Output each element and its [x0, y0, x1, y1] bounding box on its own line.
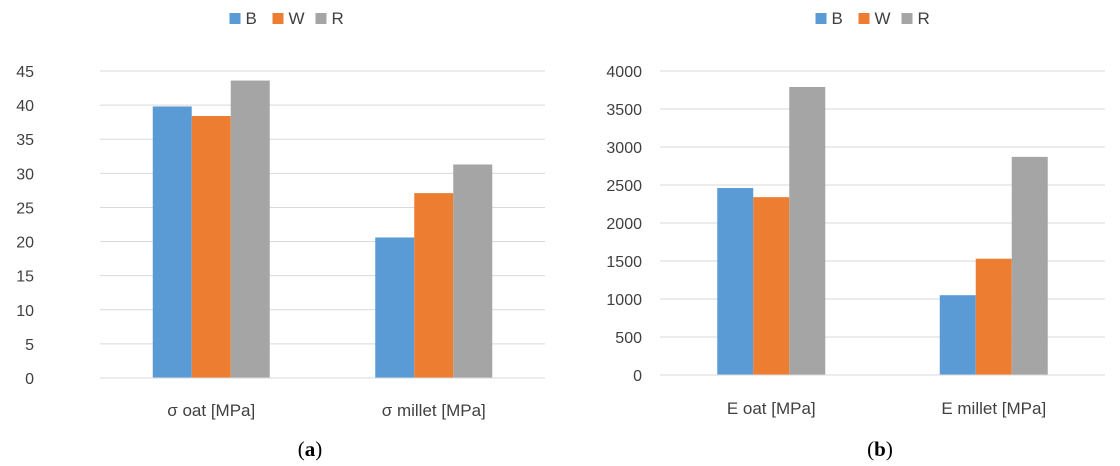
bar-B-1 [939, 295, 976, 375]
category-label: E millet [MPa] [941, 399, 1046, 418]
y-tick-label: 2000 [606, 216, 642, 233]
category-label: σ millet [MPa] [382, 401, 486, 420]
legend-label-B: B [832, 9, 843, 28]
legend-swatch-W [272, 13, 284, 24]
y-tick-label: 40 [16, 98, 34, 115]
y-tick-label: 30 [16, 166, 34, 183]
y-tick-label: 3000 [606, 140, 642, 157]
y-tick-label: 2500 [606, 178, 642, 195]
y-tick-label: 25 [16, 200, 34, 217]
legend-swatch-B [229, 13, 241, 24]
legend-swatch-W [858, 13, 870, 24]
category-label: σ oat [MPa] [167, 401, 255, 420]
y-tick-label: 20 [16, 235, 34, 252]
y-tick-label: 3500 [606, 102, 642, 119]
y-tick-label: 0 [25, 371, 34, 388]
legend-swatch-B [815, 13, 827, 24]
y-tick-label: 0 [633, 368, 642, 385]
legend-label-W: W [875, 9, 891, 28]
bar-R-1 [1011, 156, 1048, 375]
bar-R-0 [230, 80, 270, 378]
y-tick-label: 4000 [606, 64, 642, 81]
chart-a: 0 5 10 15 20 25 30 35 40 45 σ oat [MPa] σ millet [M… [16, 9, 545, 461]
bar-W-1 [975, 258, 1012, 375]
y-tick-label: 1500 [606, 254, 642, 271]
y-tick-label: 15 [16, 269, 34, 286]
chart-b: 0 500 1000 1500 2000 2500 3000 3500 4000 E oat [M… [606, 9, 1105, 461]
bar-R-1 [453, 164, 493, 378]
panel-label: (a) [298, 437, 323, 461]
y-tick-label: 5 [25, 337, 34, 354]
legend-label-R: R [918, 9, 930, 28]
y-tick-label: 35 [16, 132, 34, 149]
legend-swatch-R [315, 13, 327, 24]
panel-label: (b) [867, 437, 893, 461]
bar-W-0 [191, 116, 231, 378]
legend-label-W: W [289, 9, 305, 28]
bar-B-1 [375, 237, 415, 378]
legend-label-B: B [246, 9, 257, 28]
y-tick-label: 10 [16, 303, 34, 320]
bar-W-0 [753, 197, 790, 375]
bar-B-0 [152, 106, 192, 378]
bar-W-1 [414, 193, 454, 378]
bar-B-0 [717, 188, 754, 375]
legend-label-R: R [332, 9, 344, 28]
y-tick-label: 1000 [606, 292, 642, 309]
y-tick-label: 45 [16, 64, 34, 81]
category-label: E oat [MPa] [727, 399, 816, 418]
legend-swatch-R [901, 13, 913, 24]
bar-R-0 [789, 86, 826, 376]
y-tick-label: 500 [615, 330, 642, 347]
